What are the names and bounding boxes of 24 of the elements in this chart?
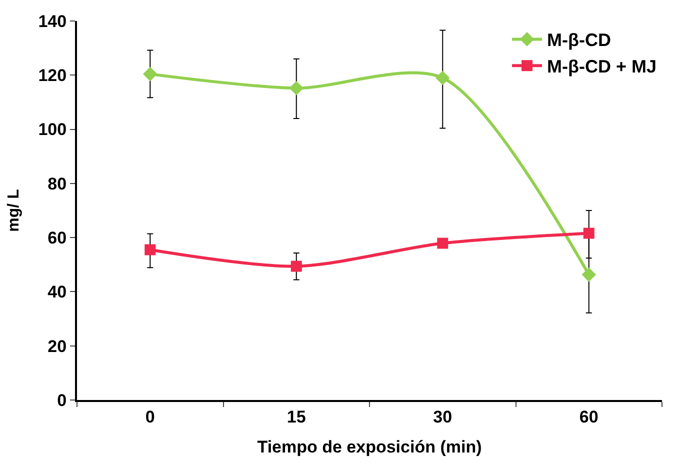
x-tick-label: 0 xyxy=(145,407,155,426)
point xyxy=(144,244,156,256)
point xyxy=(437,238,448,249)
point xyxy=(290,260,302,272)
y-tick-label: 120 xyxy=(38,66,67,86)
point xyxy=(289,80,304,96)
y-tick-label: 60 xyxy=(48,228,67,248)
x-tick-label: 60 xyxy=(579,407,598,426)
point xyxy=(582,268,596,282)
x-axis-title: Tiempo de exposición (min) xyxy=(257,437,482,456)
y-tick-label: 100 xyxy=(38,120,67,140)
y-tick-label: 140 xyxy=(38,12,67,31)
y-tick-label: 40 xyxy=(48,282,67,302)
legend-label: M-β-CD + MJ xyxy=(547,56,656,77)
x-tick-label: 30 xyxy=(433,407,452,426)
x-tick-label: 15 xyxy=(286,407,306,426)
y-axis-title: mg/ L xyxy=(6,188,23,232)
point xyxy=(583,228,594,239)
legend-label: M-β-CD xyxy=(547,30,611,50)
y-tick-label: 80 xyxy=(48,174,67,194)
y-tick-label: 20 xyxy=(48,336,67,356)
point xyxy=(142,66,158,82)
y-tick-label: 0 xyxy=(57,390,67,410)
point xyxy=(435,70,450,85)
